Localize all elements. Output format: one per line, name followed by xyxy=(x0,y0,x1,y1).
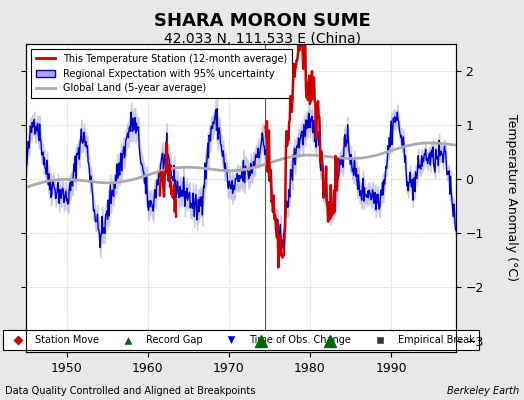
Text: Data Quality Controlled and Aligned at Breakpoints: Data Quality Controlled and Aligned at B… xyxy=(5,386,256,396)
Text: SHARA MORON SUME: SHARA MORON SUME xyxy=(154,12,370,30)
Legend: Station Move, Record Gap, Time of Obs. Change, Empirical Break: Station Move, Record Gap, Time of Obs. C… xyxy=(3,330,479,350)
Text: 42.033 N, 111.533 E (China): 42.033 N, 111.533 E (China) xyxy=(163,32,361,46)
Text: Berkeley Earth: Berkeley Earth xyxy=(446,386,519,396)
Y-axis label: Temperature Anomaly (°C): Temperature Anomaly (°C) xyxy=(505,114,518,282)
